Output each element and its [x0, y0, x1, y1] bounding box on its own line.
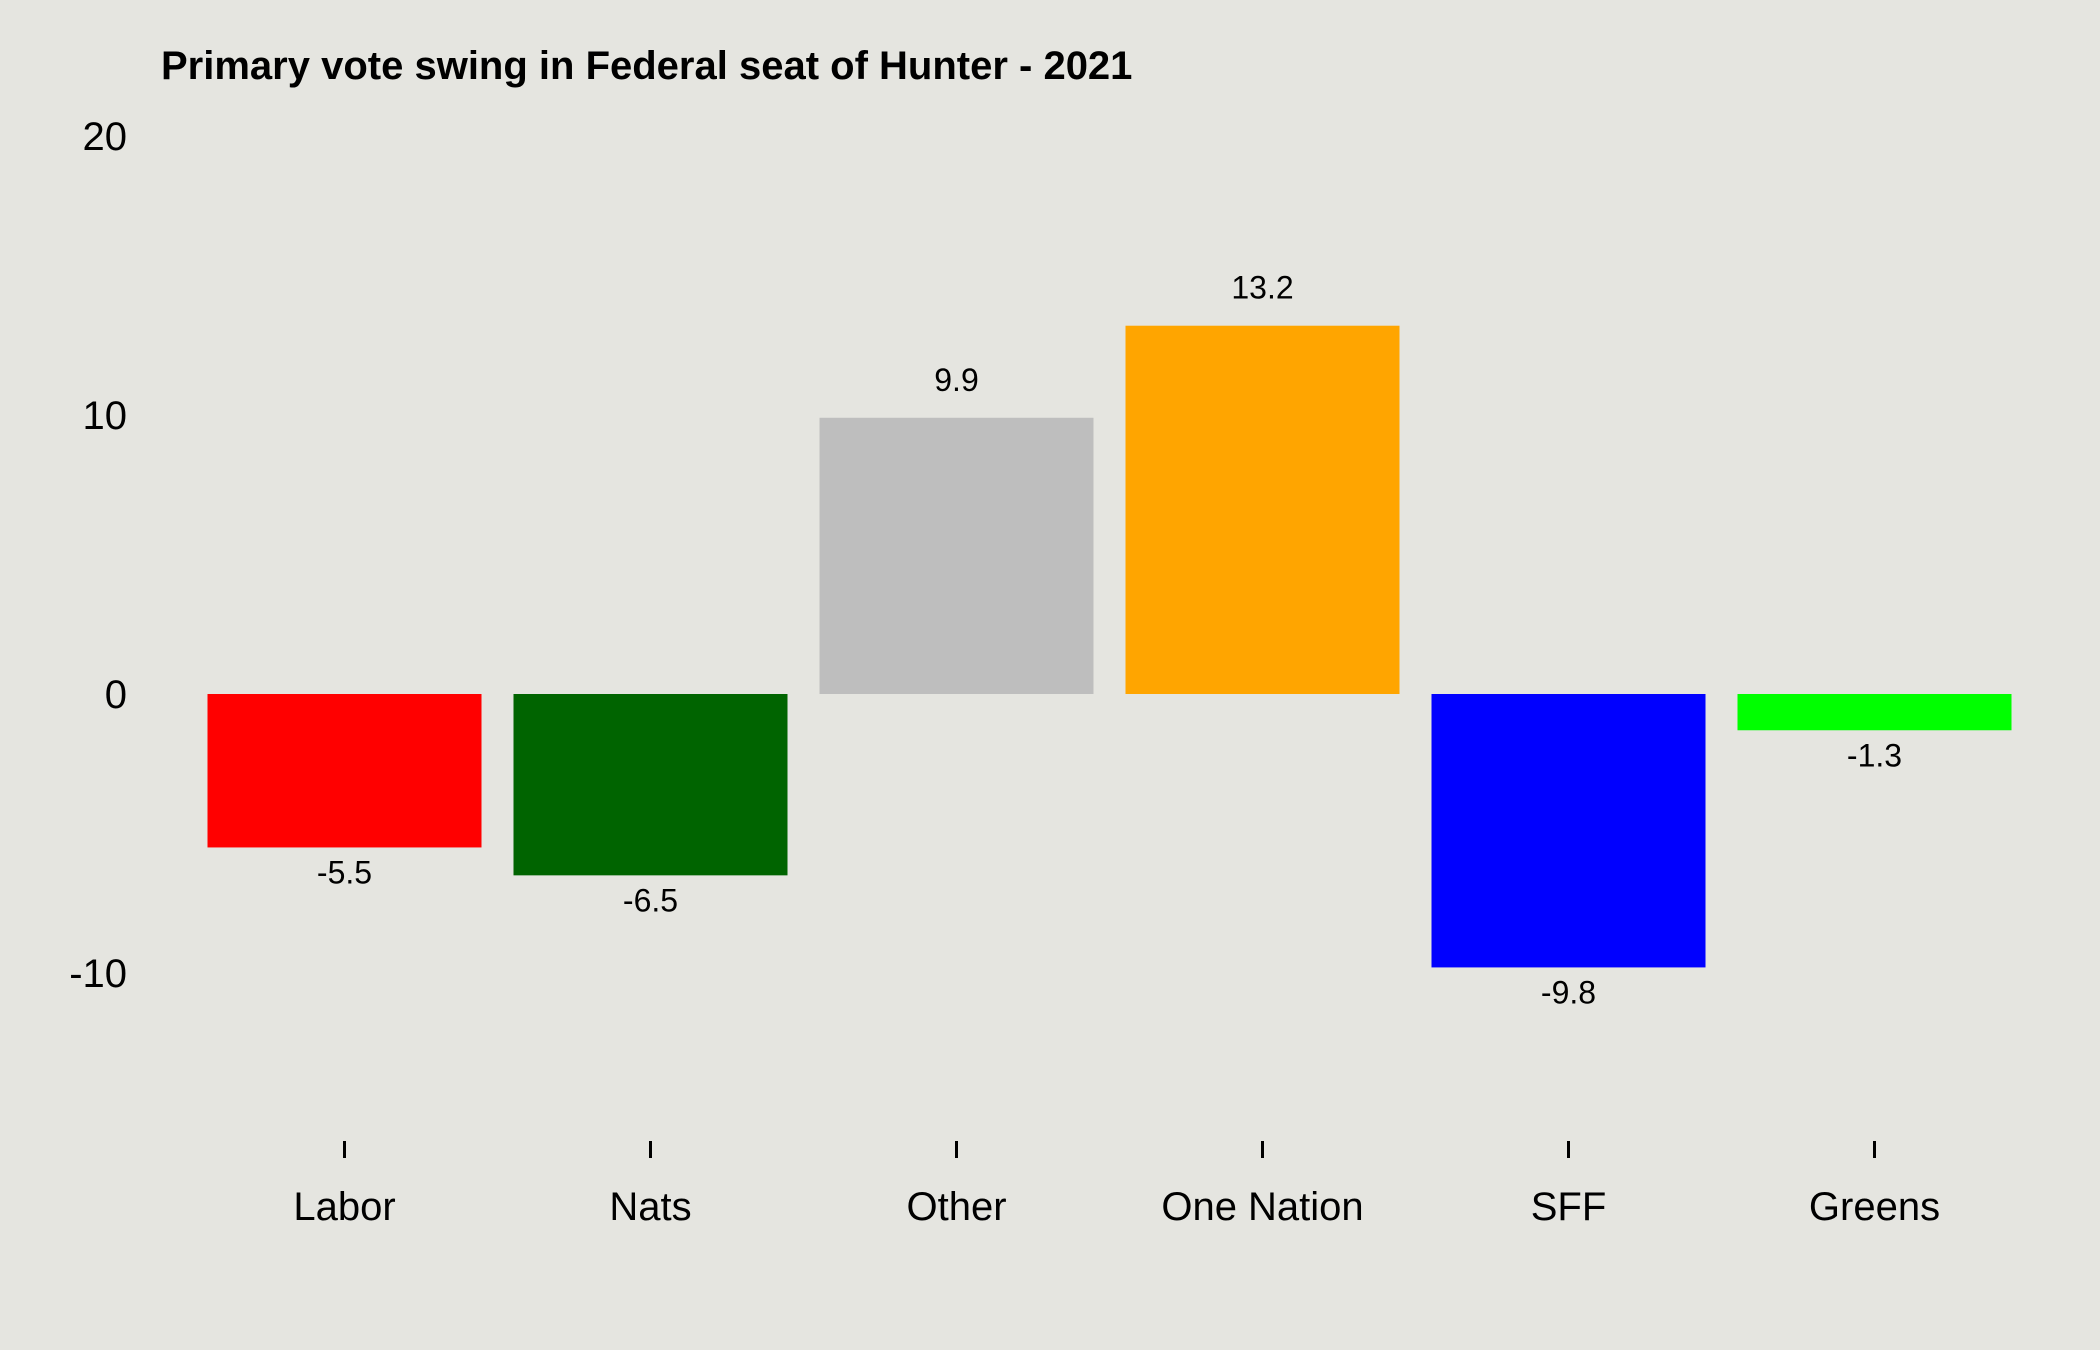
bars — [207, 325, 2012, 968]
data-label: -9.8 — [1541, 974, 1596, 1010]
x-tick-label: Labor — [293, 1185, 395, 1229]
bar-sff — [1431, 694, 1706, 968]
bar-one-nation — [1125, 325, 1400, 694]
data-label: 9.9 — [934, 362, 978, 398]
bar-greens — [1737, 694, 2012, 731]
y-tick-label: -10 — [69, 952, 127, 996]
y-axis: 20 10 0 -10 — [69, 115, 127, 996]
bar-labor — [207, 694, 482, 848]
data-label: -5.5 — [317, 854, 372, 890]
x-tick-label: SFF — [1531, 1185, 1607, 1229]
x-tick-label: One Nation — [1161, 1185, 1363, 1229]
x-tick-label: Other — [906, 1185, 1006, 1229]
bar-nats — [513, 694, 788, 876]
x-axis: Labor Nats Other One Nation SFF Greens — [293, 1141, 1940, 1229]
y-tick-label: 10 — [83, 394, 128, 438]
bar-other — [819, 417, 1094, 694]
y-tick-label: 20 — [83, 115, 128, 159]
data-label: 13.2 — [1231, 270, 1293, 306]
data-labels: -5.5 -6.5 9.9 13.2 -9.8 -1.3 — [317, 270, 1902, 1011]
chart-title: Primary vote swing in Federal seat of Hu… — [161, 44, 1133, 88]
x-tick-label: Nats — [609, 1185, 691, 1229]
x-tick-label: Greens — [1809, 1185, 1940, 1229]
data-label: -6.5 — [623, 882, 678, 918]
data-label: -1.3 — [1847, 737, 1902, 773]
y-tick-label: 0 — [105, 673, 127, 717]
